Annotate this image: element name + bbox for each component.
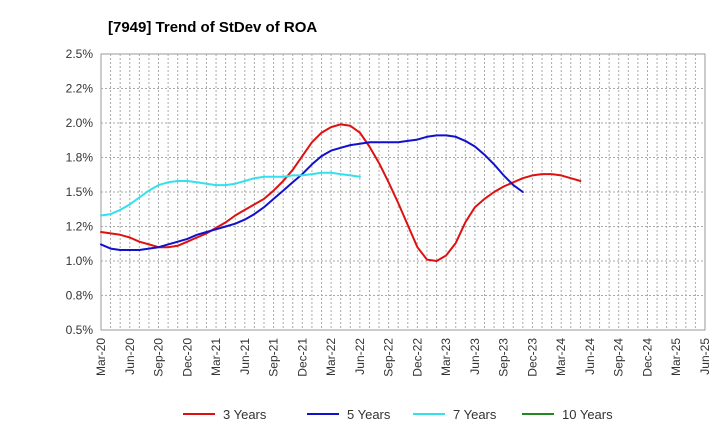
y-tick-label: 1.2% bbox=[66, 220, 94, 234]
legend-label: 3 Years bbox=[223, 407, 267, 422]
x-tick-label: Dec-23 bbox=[525, 338, 539, 377]
x-tick-label: Sep-21 bbox=[267, 338, 281, 377]
x-tick-label: Jun-21 bbox=[238, 338, 252, 375]
y-tick-label: 0.8% bbox=[66, 289, 94, 303]
series-line-5-years bbox=[100, 134, 524, 251]
y-tick-label: 0.5% bbox=[66, 323, 94, 337]
x-tick-label: Jun-22 bbox=[353, 338, 367, 375]
legend: 3 Years 5 Years 7 Years 10 Years bbox=[183, 407, 613, 422]
y-tick-label: 2.0% bbox=[66, 116, 94, 130]
legend-label: 7 Years bbox=[453, 407, 497, 422]
x-tick-label: Mar-21 bbox=[209, 338, 223, 376]
x-tick-label: Sep-23 bbox=[497, 338, 511, 377]
x-tick-label: Jun-20 bbox=[123, 338, 137, 375]
y-tick-label: 2.5% bbox=[66, 47, 94, 61]
x-tick-label: Sep-20 bbox=[152, 338, 166, 377]
x-tick-label: Sep-22 bbox=[382, 338, 396, 377]
x-tick-label: Mar-20 bbox=[94, 338, 108, 376]
series-line-3-years bbox=[100, 123, 582, 262]
y-gridlines bbox=[101, 88, 705, 296]
series-lines bbox=[100, 123, 582, 262]
x-tick-label: Sep-24 bbox=[612, 338, 626, 377]
x-tick-label: Jun-24 bbox=[583, 338, 597, 375]
x-tick-label: Jun-23 bbox=[468, 338, 482, 375]
y-tick-label: 1.5% bbox=[66, 185, 94, 199]
series-line-7-years bbox=[100, 171, 361, 217]
x-tick-label: Dec-21 bbox=[295, 338, 309, 377]
y-tick-label: 1.0% bbox=[66, 254, 94, 268]
x-tick-label: Mar-25 bbox=[669, 338, 683, 376]
legend-label: 5 Years bbox=[347, 407, 391, 422]
y-tick-label: 1.8% bbox=[66, 151, 94, 165]
x-tick-label: Dec-24 bbox=[640, 338, 654, 377]
chart-title: [7949] Trend of StDev of ROA bbox=[108, 19, 317, 36]
y-tick-label: 2.2% bbox=[66, 82, 94, 96]
x-tick-label: Dec-20 bbox=[180, 338, 194, 377]
x-tick-label: Mar-24 bbox=[554, 338, 568, 376]
y-axis: 0.5% 0.8% 1.0% 1.2% 1.5% 1.8% 2.0% 2.2% 2.5% bbox=[66, 47, 94, 337]
x-tick-label: Mar-22 bbox=[324, 338, 338, 376]
x-tick-label: Mar-23 bbox=[439, 338, 453, 376]
x-axis: Mar-20 Jun-20 Sep-20 Dec-20 Mar-21 Jun-21 Sep-… bbox=[94, 338, 712, 377]
legend-label: 10 Years bbox=[562, 407, 613, 422]
x-tick-label: Jun-25 bbox=[698, 338, 712, 375]
x-tick-label: Dec-22 bbox=[410, 338, 424, 377]
x-gridlines bbox=[110, 54, 696, 330]
